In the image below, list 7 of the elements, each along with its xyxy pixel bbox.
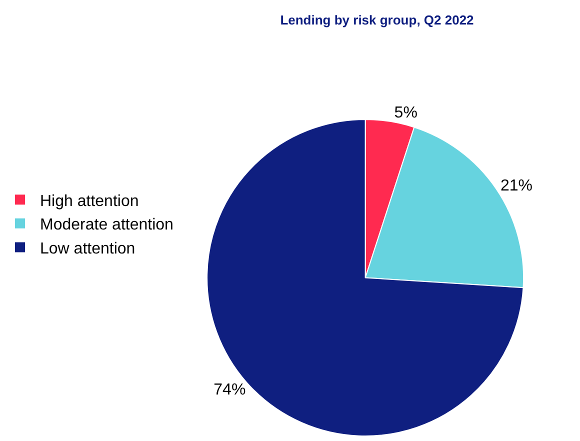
chart-title: Lending by risk group, Q2 2022: [280, 12, 474, 28]
data-label: 5%: [394, 104, 418, 122]
legend-label: High attention: [40, 192, 139, 210]
data-label: 74%: [214, 382, 246, 399]
legend-label: Moderate attention: [40, 216, 174, 234]
data-label: 21%: [500, 178, 532, 195]
legend-label: Low attention: [40, 240, 136, 258]
